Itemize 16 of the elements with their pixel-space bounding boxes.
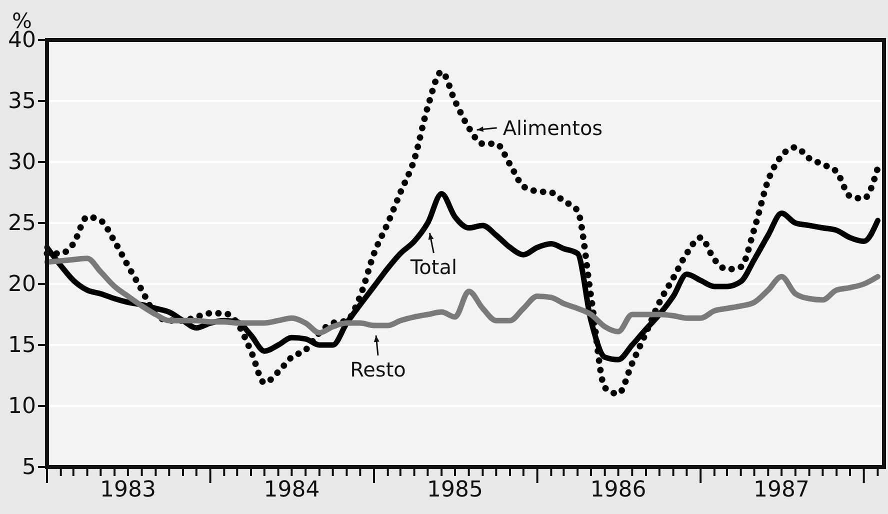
y-tick-label: 15 — [8, 333, 36, 358]
annotation: Resto — [350, 357, 406, 382]
y-tick-label: 10 — [8, 394, 36, 420]
x-tick-label: 1987 — [754, 478, 810, 503]
y-tick-label: 30 — [8, 150, 36, 176]
x-tick-label: 1984 — [264, 478, 320, 503]
annotation: Alimentos — [502, 116, 603, 140]
x-tick-label: 1985 — [426, 478, 483, 503]
y-tick-label: 20 — [8, 272, 36, 298]
x-tick-label: 1986 — [590, 478, 646, 503]
y-tick-label: 40 — [8, 28, 36, 54]
x-tick-label: 1983 — [100, 478, 156, 503]
y-tick-label: 35 — [8, 89, 36, 114]
y-tick-label: 5 — [22, 455, 36, 480]
y-tick-label: 25 — [8, 211, 36, 236]
annotation: Total — [409, 255, 458, 279]
